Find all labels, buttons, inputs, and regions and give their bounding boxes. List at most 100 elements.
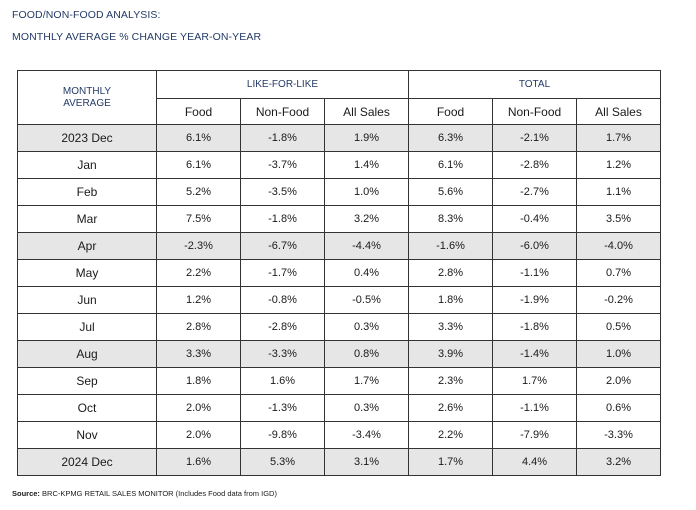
value-cell: 0.8% xyxy=(324,340,409,368)
value-cell: -0.5% xyxy=(324,286,409,314)
value-cell: 4.4% xyxy=(492,448,577,476)
value-cell: -0.2% xyxy=(575,286,662,314)
value-cell: 1.8% xyxy=(156,367,241,395)
table-row: Jun 1.2% -0.8% -0.5% 1.8% -1.9% -0.2% xyxy=(17,286,662,314)
value-cell: 3.9% xyxy=(408,340,493,368)
value-cell: 6.1% xyxy=(156,151,241,179)
value-cell: 0.3% xyxy=(324,394,409,422)
value-cell: 1.7% xyxy=(408,448,493,476)
value-cell: -9.8% xyxy=(240,421,325,449)
table-row: 2024 Dec 1.6% 5.3% 3.1% 1.7% 4.4% 3.2% xyxy=(17,448,662,476)
value-cell: -2.3% xyxy=(156,232,241,260)
table-row: Oct 2.0% -1.3% 0.3% 2.6% -1.1% 0.6% xyxy=(17,394,662,422)
value-cell: 2.0% xyxy=(156,394,241,422)
column-header: All Sales xyxy=(575,98,662,125)
month-cell: Jul xyxy=(17,313,157,341)
value-cell: 1.1% xyxy=(575,178,662,206)
table-row: 2023 Dec 6.1% -1.8% 1.9% 6.3% -2.1% 1.7% xyxy=(17,124,662,152)
column-header: Food xyxy=(156,98,241,125)
column-header: Non-Food xyxy=(492,98,577,125)
value-cell: -2.8% xyxy=(240,313,325,341)
total-header: TOTAL xyxy=(407,70,662,99)
table-row: Nov 2.0% -9.8% -3.4% 2.2% -7.9% -3.3% xyxy=(17,421,662,449)
value-cell: 0.4% xyxy=(324,259,409,287)
column-header: Non-Food xyxy=(240,98,325,125)
value-cell: -3.5% xyxy=(240,178,325,206)
value-cell: 0.5% xyxy=(575,313,662,341)
value-cell: 3.2% xyxy=(575,448,662,476)
value-cell: 1.4% xyxy=(324,151,409,179)
month-cell: Feb xyxy=(17,178,157,206)
value-cell: 1.9% xyxy=(324,124,409,152)
table-row: Jan 6.1% -3.7% 1.4% 6.1% -2.8% 1.2% xyxy=(17,151,662,179)
table-row: Aug 3.3% -3.3% 0.8% 3.9% -1.4% 1.0% xyxy=(17,340,662,368)
value-cell: 1.7% xyxy=(575,124,662,152)
value-cell: -1.8% xyxy=(240,124,325,152)
value-cell: -6.7% xyxy=(240,232,325,260)
value-cell: 1.6% xyxy=(240,367,325,395)
page-title: FOOD/NON-FOOD ANALYSIS: xyxy=(12,9,161,21)
month-cell: May xyxy=(17,259,157,287)
value-cell: -4.0% xyxy=(575,232,662,260)
value-cell: 0.6% xyxy=(575,394,662,422)
value-cell: -1.1% xyxy=(492,394,577,422)
value-cell: -4.4% xyxy=(324,232,409,260)
value-cell: -3.3% xyxy=(575,421,662,449)
value-cell: 6.1% xyxy=(156,124,241,152)
value-cell: -3.3% xyxy=(240,340,325,368)
value-cell: 2.8% xyxy=(156,313,241,341)
value-cell: -2.1% xyxy=(492,124,577,152)
value-cell: 3.3% xyxy=(156,340,241,368)
table-row: Feb 5.2% -3.5% 1.0% 5.6% -2.7% 1.1% xyxy=(17,178,662,206)
value-cell: -0.4% xyxy=(492,205,577,233)
value-cell: -1.1% xyxy=(492,259,577,287)
value-cell: 2.0% xyxy=(575,367,662,395)
page-subtitle: MONTHLY AVERAGE % CHANGE YEAR-ON-YEAR xyxy=(12,31,262,43)
monthly-average-header: MONTHLY AVERAGE xyxy=(17,70,157,125)
value-cell: -1.7% xyxy=(240,259,325,287)
value-cell: 0.3% xyxy=(324,313,409,341)
value-cell: 6.3% xyxy=(408,124,493,152)
value-cell: -1.3% xyxy=(240,394,325,422)
value-cell: 1.0% xyxy=(575,340,662,368)
value-cell: -1.4% xyxy=(492,340,577,368)
source-label: Source: xyxy=(12,489,40,498)
value-cell: 3.5% xyxy=(575,205,662,233)
value-cell: -1.8% xyxy=(492,313,577,341)
value-cell: -2.7% xyxy=(492,178,577,206)
value-cell: 2.2% xyxy=(156,259,241,287)
corner-header-line1: MONTHLY xyxy=(62,85,112,97)
value-cell: 3.1% xyxy=(324,448,409,476)
group-header-row: MONTHLY AVERAGE LIKE-FOR-LIKE TOTAL xyxy=(17,70,662,125)
value-cell: 2.2% xyxy=(408,421,493,449)
month-cell: 2023 Dec xyxy=(17,124,157,152)
month-cell: Oct xyxy=(17,394,157,422)
value-cell: 1.2% xyxy=(575,151,662,179)
value-cell: -3.4% xyxy=(324,421,409,449)
value-cell: -6.0% xyxy=(492,232,577,260)
month-cell: Nov xyxy=(17,421,157,449)
source-note: Source: BRC-KPMG RETAIL SALES MONITOR (I… xyxy=(12,489,277,498)
table-row: Sep 1.8% 1.6% 1.7% 2.3% 1.7% 2.0% xyxy=(17,367,662,395)
value-cell: 2.0% xyxy=(156,421,241,449)
value-cell: 2.3% xyxy=(408,367,493,395)
column-header: All Sales xyxy=(324,98,409,125)
column-header-row: Food Non-Food All Sales Food Non-Food Al… xyxy=(18,98,662,125)
table-body: 2023 Dec 6.1% -1.8% 1.9% 6.3% -2.1% 1.7% Jan 6.1… xyxy=(17,124,662,476)
value-cell: 1.8% xyxy=(408,286,493,314)
value-cell: 3.2% xyxy=(324,205,409,233)
value-cell: 1.6% xyxy=(156,448,241,476)
value-cell: 0.7% xyxy=(575,259,662,287)
value-cell: 5.6% xyxy=(408,178,493,206)
month-cell: 2024 Dec xyxy=(17,448,157,476)
value-cell: 6.1% xyxy=(408,151,493,179)
column-header: Food xyxy=(408,98,493,125)
table-row: Jul 2.8% -2.8% 0.3% 3.3% -1.8% 0.5% xyxy=(17,313,662,341)
value-cell: -1.6% xyxy=(408,232,493,260)
value-cell: 1.2% xyxy=(156,286,241,314)
month-cell: Aug xyxy=(17,340,157,368)
month-cell: Jun xyxy=(17,286,157,314)
value-cell: 1.0% xyxy=(324,178,409,206)
month-cell: Sep xyxy=(17,367,157,395)
month-cell: Mar xyxy=(17,205,157,233)
